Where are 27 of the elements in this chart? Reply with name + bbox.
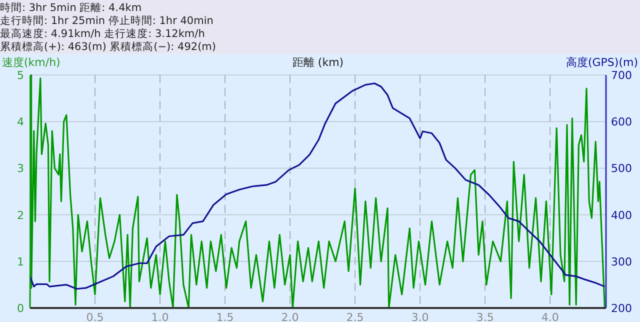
y-tick-label: 2 [17, 208, 24, 222]
y-tick-label: 0 [17, 302, 24, 315]
text: 累積標高(+): 463(m) 累積標高(−): 492(m) [0, 40, 216, 53]
y-tick-label: 4 [17, 116, 24, 129]
y2-axis-title: 高度(GPS)(m) [566, 56, 638, 69]
y2-tick-label: 500 [611, 162, 632, 176]
y-tick-label: 5 [17, 69, 24, 82]
y2-tick-label: 300 [611, 255, 632, 268]
y2-tick-label: 600 [611, 116, 632, 129]
x-tick-label: 3.0 [411, 311, 429, 322]
y2-tick-label: 400 [611, 208, 632, 222]
y2-tick-label: 700 [611, 69, 632, 82]
x-tick-label: 0.5 [86, 311, 104, 322]
text: 最高速度: 4.91km/h 走行速度: 3.12km/h [0, 27, 205, 40]
x-tick-label: 2.0 [281, 311, 299, 322]
y-axis-title: 速度(km/h) [2, 56, 60, 69]
y2-tick-label: 200 [611, 302, 632, 315]
x-tick-label: 3.5 [476, 311, 494, 322]
y-tick-label: 1 [17, 255, 24, 268]
x-tick-label: 1.0 [151, 311, 169, 322]
text: 時間: 3hr 5min 距離: 4.4km [0, 1, 142, 14]
y-tick-label: 3 [17, 162, 24, 176]
x-axis-title: 距離 (km) [292, 56, 344, 69]
x-tick-label: 2.5 [346, 311, 364, 322]
x-tick-label: 4.0 [541, 311, 559, 322]
text: 走行時間: 1hr 25min 停止時間: 1hr 40min [0, 14, 214, 27]
x-tick-label: 1.5 [216, 311, 234, 322]
